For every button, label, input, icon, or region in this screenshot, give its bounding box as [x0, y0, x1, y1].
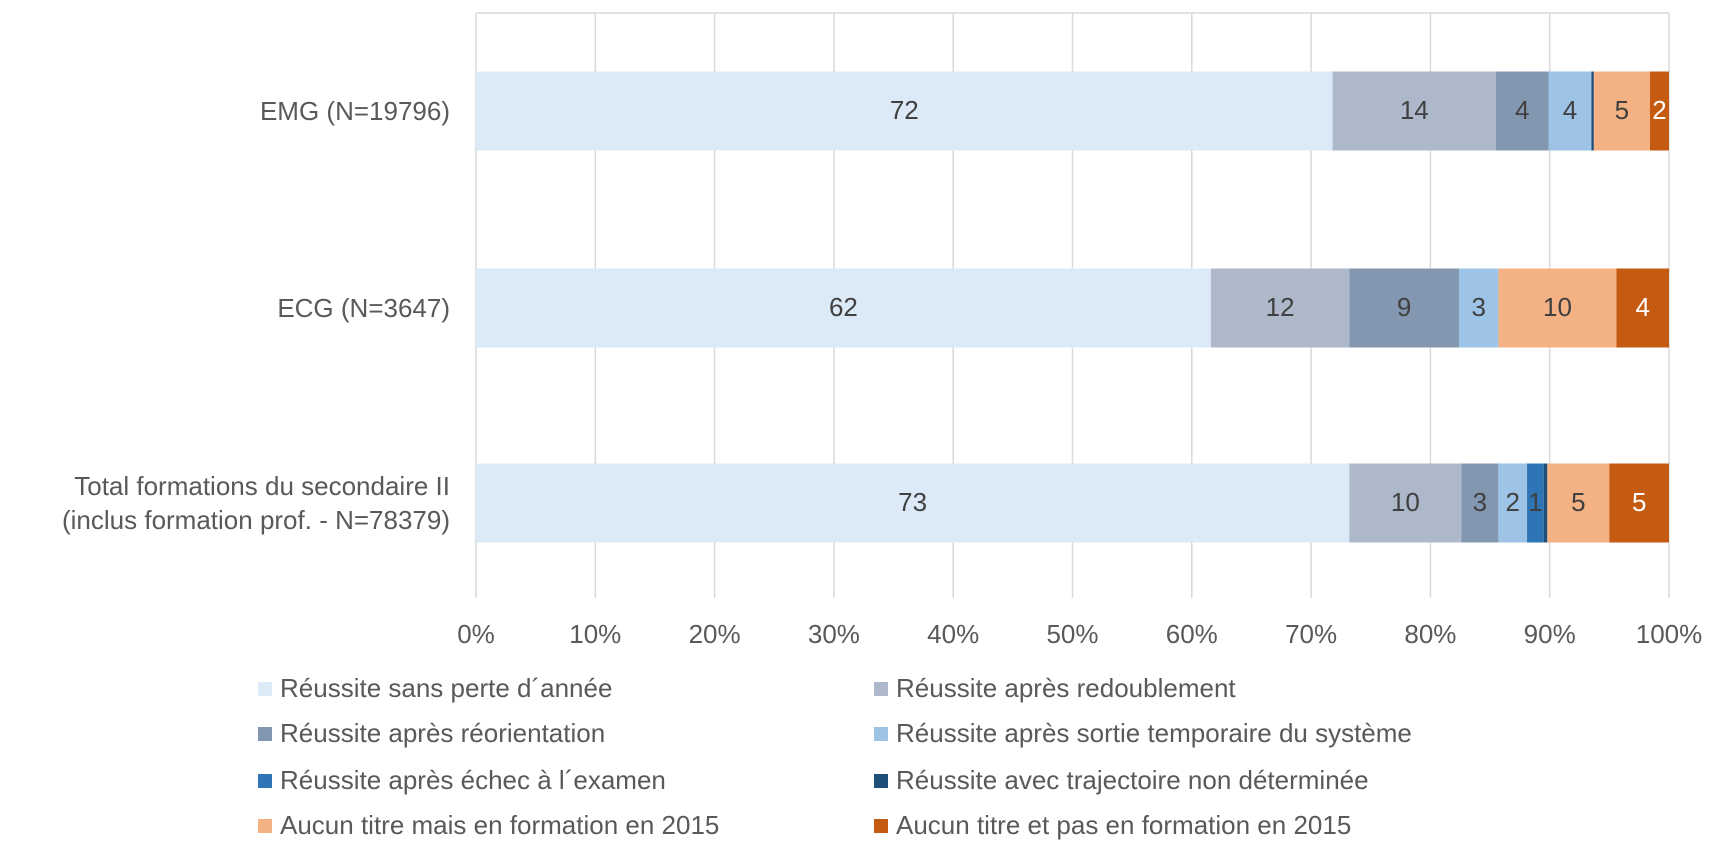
x-tick-label: 40%	[927, 619, 979, 649]
bar-segment	[1609, 463, 1669, 543]
bar-segment	[476, 71, 1333, 151]
data-label: 4	[1636, 292, 1650, 322]
x-tick-label: 80%	[1404, 619, 1456, 649]
legend-swatch	[258, 819, 272, 833]
legend-label: Aucun titre mais en formation en 2015	[280, 810, 719, 840]
data-label: 62	[829, 292, 858, 322]
legend-swatch	[874, 819, 888, 833]
x-tick-label: 30%	[808, 619, 860, 649]
legend-swatch	[258, 727, 272, 741]
x-tick-label: 60%	[1166, 619, 1218, 649]
data-label: 73	[898, 487, 927, 517]
data-label: 10	[1543, 292, 1572, 322]
bar-segment	[1210, 268, 1350, 348]
bar-segment	[1349, 268, 1460, 348]
x-tick-label: 100%	[1636, 619, 1703, 649]
legend-swatch	[874, 727, 888, 741]
legend-label: Réussite après échec à l´examen	[280, 765, 666, 795]
bar-segment	[1459, 268, 1499, 348]
data-label: 12	[1266, 292, 1295, 322]
legend-label: Réussite après sortie temporaire du syst…	[896, 718, 1412, 748]
legend-label: Aucun titre et pas en formation en 2015	[896, 810, 1351, 840]
legend-swatch	[874, 774, 888, 788]
legend-label: Réussite sans perte d´année	[280, 673, 612, 703]
x-tick-label: 20%	[689, 619, 741, 649]
data-label: 4	[1515, 95, 1529, 125]
category-label-text: ECG (N=3647)	[277, 293, 450, 323]
bar-segment	[1461, 463, 1499, 543]
category-label: Total formations du secondaire II (inclu…	[0, 469, 450, 537]
legend-label: Réussite après réorientation	[280, 718, 605, 748]
data-label: 3	[1471, 292, 1485, 322]
category-label: ECG (N=3647)	[0, 291, 450, 325]
data-label: 2	[1652, 95, 1666, 125]
bar-segment	[1649, 71, 1669, 151]
data-label: 2	[1505, 487, 1519, 517]
data-label: 5	[1632, 487, 1646, 517]
bar-segment	[1591, 71, 1594, 151]
data-label: 3	[1473, 487, 1487, 517]
bar-segment	[1498, 463, 1528, 543]
bar-segment	[1548, 71, 1592, 151]
legend-swatch	[874, 682, 888, 696]
x-tick-label: 70%	[1285, 619, 1337, 649]
legend-label: Réussite après redoublement	[896, 673, 1236, 703]
data-label: 1	[1528, 487, 1542, 517]
data-label: 14	[1400, 95, 1429, 125]
x-tick-label: 90%	[1524, 619, 1576, 649]
x-tick-label: 50%	[1046, 619, 1098, 649]
category-label: EMG (N=19796)	[0, 94, 450, 128]
x-tick-label: 10%	[569, 619, 621, 649]
bar-segment	[1349, 463, 1462, 543]
x-tick-label: 0%	[457, 619, 495, 649]
bar-segment	[476, 463, 1350, 543]
bar-segment	[1543, 463, 1548, 543]
data-label: 4	[1563, 95, 1577, 125]
legend-swatch	[258, 774, 272, 788]
legend-label: Réussite avec trajectoire non déterminée	[896, 765, 1369, 795]
data-label: 10	[1391, 487, 1420, 517]
bar-segment	[1616, 268, 1669, 348]
data-label: 5	[1615, 95, 1629, 125]
category-label-text: Total formations du secondaire II (inclu…	[61, 471, 450, 535]
bar-segment	[1498, 268, 1617, 348]
data-label: 9	[1397, 292, 1411, 322]
bar-segment	[1593, 71, 1650, 151]
bar-segment	[1332, 71, 1497, 151]
bar-segment	[476, 268, 1211, 348]
data-label: 5	[1571, 487, 1585, 517]
data-label: 72	[890, 95, 919, 125]
bar-segment	[1496, 71, 1549, 151]
bar-segment	[1547, 463, 1610, 543]
legend-swatch	[258, 682, 272, 696]
bar-segment	[1527, 463, 1544, 543]
category-label-text: EMG (N=19796)	[259, 96, 450, 126]
